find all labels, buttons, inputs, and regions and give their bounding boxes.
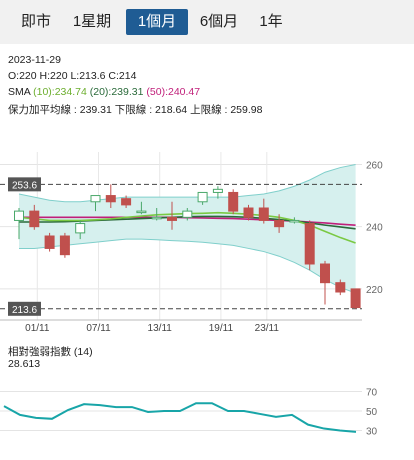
range-tabs: 即市 1星期 1個月 6個月 1年 bbox=[0, 0, 414, 44]
candle bbox=[44, 235, 55, 249]
low-price-tag-bg bbox=[8, 301, 41, 316]
tab-0[interactable]: 即市 bbox=[20, 13, 51, 30]
candle bbox=[14, 210, 24, 221]
bollinger-lower-line bbox=[19, 238, 356, 294]
sma-legend: SMA (10):234.74 (20):239.31 (50):240.47 bbox=[8, 86, 200, 98]
candle bbox=[59, 235, 70, 256]
sma10-legend: (10):234.74 bbox=[33, 86, 87, 98]
rsi-title: 相對強弱指數 (14) bbox=[8, 346, 93, 358]
x-tick-label: 01/11 bbox=[25, 323, 50, 334]
rsi-value: 28.613 bbox=[8, 358, 41, 370]
x-tick-label: 13/11 bbox=[148, 323, 173, 334]
candle bbox=[197, 191, 208, 203]
high-price-tag: 253.6 bbox=[12, 180, 37, 191]
candle bbox=[350, 288, 361, 309]
ohlc-label: O:220 H:220 L:213.6 C:214 bbox=[8, 70, 137, 82]
low-price-tag: 213.6 bbox=[12, 305, 37, 316]
rsi-tick-label: 70 bbox=[366, 388, 378, 399]
rsi-tick-label: 30 bbox=[366, 427, 378, 438]
date-label: 2023-11-29 bbox=[8, 54, 61, 66]
candle bbox=[212, 188, 223, 193]
sma20-legend: (20):239.31 bbox=[89, 86, 144, 98]
y-tick-label: 260 bbox=[366, 160, 383, 171]
high-price-tag-bg bbox=[8, 177, 41, 192]
tab-1[interactable]: 1星期 bbox=[72, 13, 112, 30]
bollinger-legend: 保力加平均線 : 239.31 下限線 : 218.64 上限線 : 259.9… bbox=[8, 104, 263, 116]
candle bbox=[243, 207, 254, 218]
price-chart: 220 240 260 01/11 07/11 13/11 19/11 23/11 253.6 2… bbox=[0, 152, 383, 334]
candle bbox=[274, 219, 285, 228]
candle bbox=[167, 216, 177, 221]
candle bbox=[151, 216, 162, 220]
sma50-legend: (50):240.47 bbox=[146, 86, 201, 98]
candle bbox=[182, 210, 193, 218]
candle bbox=[320, 263, 330, 284]
x-tick-label: 19/11 bbox=[209, 323, 234, 334]
tab-2[interactable]: 1個月 bbox=[126, 9, 188, 35]
sma-label: SMA bbox=[8, 86, 31, 98]
candle bbox=[304, 223, 315, 265]
candle bbox=[29, 210, 40, 228]
candle bbox=[121, 198, 132, 206]
rsi-line bbox=[3, 402, 357, 433]
candle bbox=[289, 219, 300, 223]
x-tick-label: 07/11 bbox=[86, 323, 111, 334]
bollinger-band bbox=[19, 164, 356, 294]
candle bbox=[228, 191, 239, 212]
candle bbox=[335, 282, 346, 293]
candle bbox=[136, 210, 147, 214]
tab-4[interactable]: 1年 bbox=[259, 13, 283, 30]
candle bbox=[258, 207, 269, 221]
y-tick-label: 220 bbox=[366, 285, 383, 296]
candle bbox=[90, 195, 101, 203]
y-tick-label: 240 bbox=[366, 223, 383, 234]
candle bbox=[75, 223, 86, 234]
x-tick-label: 23/11 bbox=[255, 323, 280, 334]
rsi-chart: 30 50 70 bbox=[0, 388, 378, 438]
tab-3[interactable]: 6個月 bbox=[199, 13, 239, 30]
candle bbox=[105, 195, 116, 203]
rsi-tick-label: 50 bbox=[366, 407, 378, 418]
